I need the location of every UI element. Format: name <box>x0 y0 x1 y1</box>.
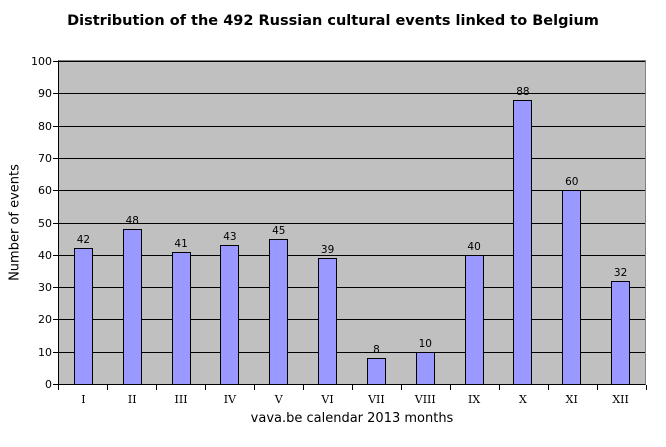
x-tick-label-V: V <box>274 393 283 406</box>
bar-value-V: 45 <box>272 224 286 237</box>
gridline-10 <box>59 351 645 353</box>
x-tick-mark <box>107 385 108 390</box>
x-tick-mark <box>646 385 647 390</box>
y-tick-mark <box>53 351 58 353</box>
bar-VI <box>318 258 338 384</box>
bar-IV <box>220 245 240 384</box>
x-tick-label-VIII: VIII <box>414 393 436 406</box>
y-tick-label-90: 90 <box>38 87 52 101</box>
y-tick-mark <box>53 319 58 321</box>
y-tick-mark <box>53 222 58 224</box>
bar-value-II: 48 <box>125 214 139 227</box>
gridline-80 <box>59 125 645 127</box>
bar-III <box>171 251 191 384</box>
x-tick-label-VII: VII <box>368 393 385 406</box>
bar-value-IX: 40 <box>467 240 481 253</box>
y-tick-label-30: 30 <box>38 281 52 295</box>
y-tick-label-60: 60 <box>38 184 52 198</box>
x-tick-mark <box>450 385 451 390</box>
x-tick-label-XI: XI <box>565 393 578 406</box>
x-tick-mark <box>303 385 304 390</box>
y-tick-mark <box>53 384 58 385</box>
x-tick-label-XII: XII <box>612 393 629 406</box>
bar-X <box>513 99 533 384</box>
x-tick-mark <box>548 385 549 390</box>
bar-value-VIII: 10 <box>418 337 432 350</box>
y-tick-mark <box>53 61 58 62</box>
y-tick-label-100: 100 <box>31 55 52 68</box>
y-tick-mark <box>53 125 58 127</box>
y-tick-label-80: 80 <box>38 119 52 133</box>
bar-IX <box>464 254 484 384</box>
bar-value-XI: 60 <box>565 176 579 189</box>
x-tick-label-X: X <box>518 393 527 406</box>
x-tick-label-II: II <box>127 393 137 406</box>
bar-I <box>73 248 93 384</box>
y-tick-label-20: 20 <box>38 313 52 327</box>
bar-value-X: 88 <box>516 85 530 98</box>
x-tick-mark <box>499 385 500 390</box>
y-tick-mark <box>53 190 58 192</box>
gridline-40 <box>59 254 645 256</box>
bar-value-VI: 39 <box>320 244 335 257</box>
gridline-30 <box>59 287 645 289</box>
gridline-90 <box>59 93 645 95</box>
bar-VIII <box>415 351 435 384</box>
gridline-20 <box>59 319 645 321</box>
gridline-70 <box>59 157 645 159</box>
x-tick-mark <box>205 385 206 390</box>
bar-VII <box>366 358 386 384</box>
bar-value-III: 41 <box>174 237 188 250</box>
y-tick-mark <box>53 93 58 95</box>
y-tick-mark <box>53 157 58 159</box>
y-tick-label-40: 40 <box>38 248 52 262</box>
x-tick-mark <box>352 385 353 390</box>
bar-XII <box>611 280 631 384</box>
bar-value-I: 42 <box>76 234 91 247</box>
x-tick-label-VI: VI <box>321 393 334 406</box>
y-tick-label-10: 10 <box>38 345 52 359</box>
bar-value-VII: 8 <box>373 344 380 357</box>
x-tick-label-III: III <box>174 393 188 406</box>
bar-value-XII: 32 <box>613 266 628 279</box>
chart-title: Distribution of the 492 Russian cultural… <box>67 13 599 29</box>
gridline-100 <box>59 61 645 62</box>
y-tick-label-0: 0 <box>45 378 52 391</box>
x-tick-mark <box>58 385 59 390</box>
bar-XI <box>562 190 582 384</box>
gridline-50 <box>59 222 645 224</box>
gridline-60 <box>59 190 645 192</box>
x-tick-label-I: I <box>81 393 86 406</box>
x-axis-title: vava.be calendar 2013 months <box>250 411 454 426</box>
x-tick-label-IV: IV <box>223 393 237 406</box>
bar-II <box>122 228 142 384</box>
bar-V <box>269 238 289 384</box>
x-tick-mark <box>597 385 598 390</box>
y-tick-label-70: 70 <box>38 151 52 165</box>
y-tick-mark <box>53 287 58 289</box>
y-tick-mark <box>53 254 58 256</box>
x-tick-mark <box>401 385 402 390</box>
plot-area: 42 48 41 43 45 39 8 10 40 88 60 32 <box>58 60 646 385</box>
bar-value-IV: 43 <box>223 231 237 244</box>
y-tick-label-50: 50 <box>38 216 52 230</box>
x-tick-mark <box>254 385 255 390</box>
x-tick-label-IX: IX <box>467 393 481 406</box>
x-tick-mark <box>156 385 157 390</box>
